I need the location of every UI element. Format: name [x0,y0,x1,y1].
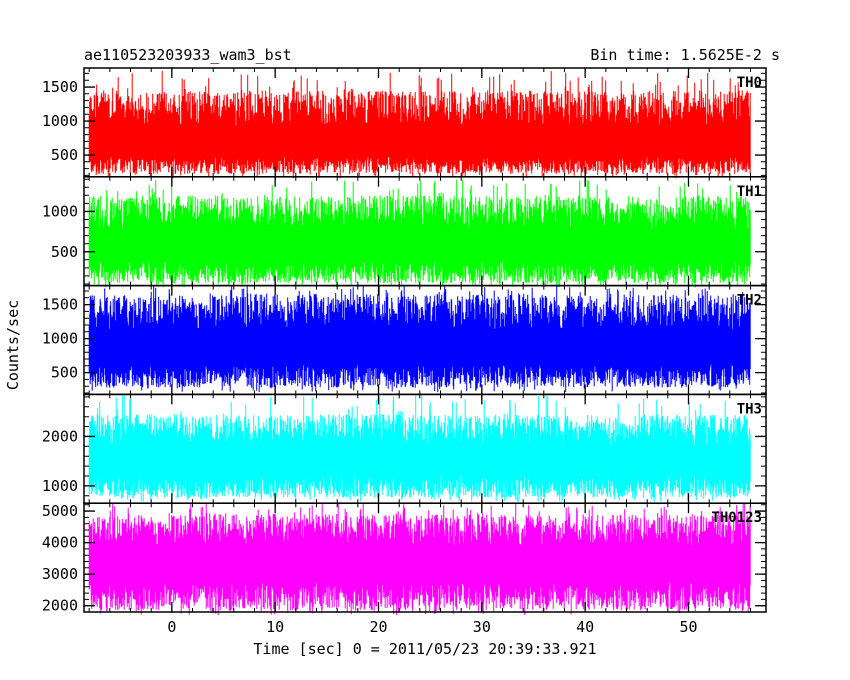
y-axis-label: Counts/sec [4,300,22,390]
x-tick-label: 10 [266,618,284,636]
panel-label: TH3 [737,401,762,417]
y-tick-label: 2000 [42,427,78,445]
panel-label: TH0123 [711,510,762,526]
panel-th3: 1000 2000 TH3 [42,393,767,504]
series-th0123 [88,503,751,616]
x-tick-label: 50 [679,618,697,636]
y-tick-label: 500 [51,146,78,164]
y-tick-label: 1000 [42,330,78,348]
x-tick-label: 20 [369,618,387,636]
panel-label: TH0 [737,75,762,91]
panel-th2: 500 1000 1500 TH2 [42,284,767,396]
y-tick-label: 1500 [42,78,78,96]
x-tick-label: 0 [167,618,176,636]
panel-label: TH1 [737,184,762,200]
x-tick-label: 40 [576,618,594,636]
y-tick-label: 1000 [42,202,78,220]
series-th0 [88,70,751,179]
y-tick-label: 1000 [42,477,78,495]
panel-th1: 500 1000 TH1 [42,176,767,288]
series-th3 [88,394,751,502]
y-tick-label: 4000 [42,534,78,552]
y-tick-label: 2000 [42,597,78,615]
x-tick-label: 30 [473,618,491,636]
panel-th0123: 2000 3000 4000 5000 TH0123 [42,502,767,616]
x-axis-label: Time [sec] 0 = 2011/05/23 20:39:33.921 [253,640,596,658]
panel-label: TH2 [737,293,762,309]
series-th1 [88,179,751,288]
panel-frame [83,502,767,613]
y-tick-label: 5000 [42,502,78,520]
chart-title: ae110523203933_wam3_bst [84,46,292,64]
series-th2 [88,285,751,393]
y-tick-label: 1500 [42,296,78,314]
panel-th0: 500 1000 1500 TH0 [42,67,767,179]
y-tick-label: 500 [51,364,78,382]
y-tick-label: 500 [51,243,78,261]
y-tick-label: 3000 [42,565,78,583]
bin-time-label: Bin time: 1.5625E-2 s [590,46,780,64]
y-tick-label: 1000 [42,112,78,130]
